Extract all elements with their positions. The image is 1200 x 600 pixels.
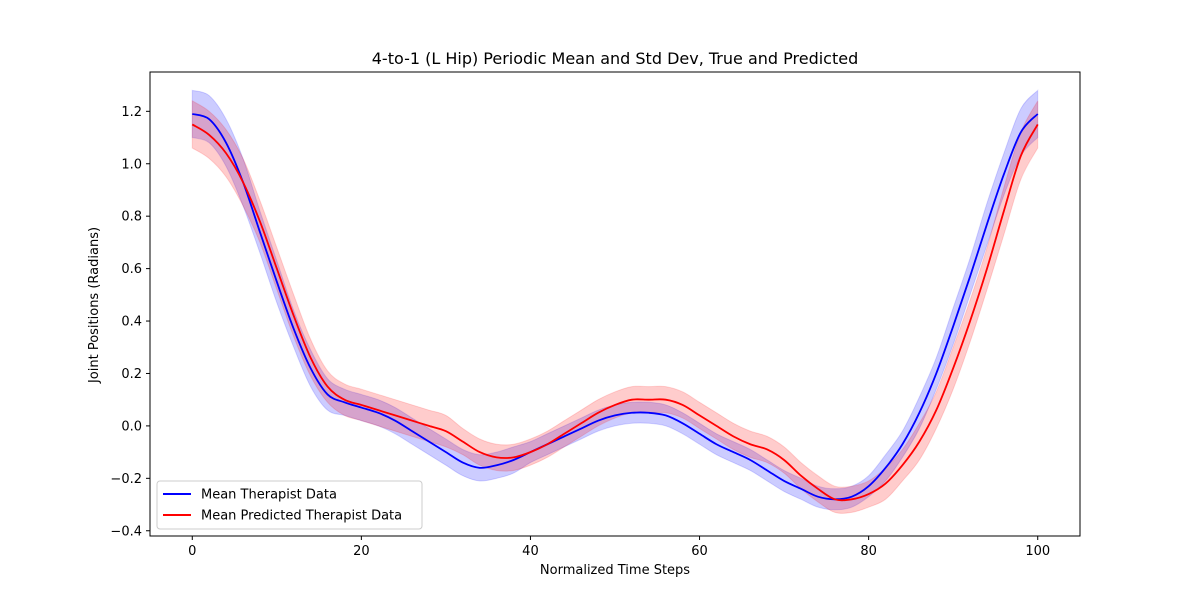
series-line-predicted: [191, 123, 1039, 502]
x-tick-label: 80: [860, 544, 877, 559]
legend-box: [156, 480, 423, 530]
y-axis-label: Joint Positions (Radians): [87, 227, 102, 384]
y-tick-label: 0.0: [121, 419, 142, 434]
y-tick-label: −0.2: [110, 472, 142, 487]
y-tick-label: 0.2: [121, 367, 142, 382]
x-tick-label: 20: [353, 544, 370, 559]
x-tick-label: 40: [522, 544, 539, 559]
y-tick-label: 1.2: [121, 105, 142, 120]
x-tick-label: 60: [691, 544, 708, 559]
x-axis-label: Normalized Time Steps: [540, 563, 690, 578]
x-axis: 0 20 40 60 80 100: [188, 536, 1050, 559]
plot-frame: [149, 71, 1081, 537]
std-band-predicted: [191, 99, 1039, 514]
chart-title: 4-to-1 (L Hip) Periodic Mean and Std Dev…: [372, 49, 858, 68]
y-axis: −0.4 −0.2 0.0 0.2 0.4 0.6 0.8 1.0 1.2: [110, 105, 150, 539]
y-tick-label: 0.8: [121, 210, 142, 225]
series-line-therapist: [192, 113, 1039, 501]
y-tick-label: 1.0: [121, 157, 142, 172]
x-tick-label: 0: [188, 544, 196, 559]
x-tick-label: 100: [1025, 544, 1050, 559]
y-tick-label: 0.6: [121, 262, 142, 277]
legend: Mean Therapist Data Mean Predicted Therap…: [156, 480, 423, 530]
y-tick-label: 0.4: [121, 315, 142, 330]
y-tick-label: −0.4: [110, 524, 142, 539]
plot-area: [149, 71, 1081, 537]
std-band-therapist: [191, 89, 1039, 511]
legend-label: Mean Predicted Therapist Data: [201, 509, 402, 524]
legend-label: Mean Therapist Data: [201, 488, 337, 503]
